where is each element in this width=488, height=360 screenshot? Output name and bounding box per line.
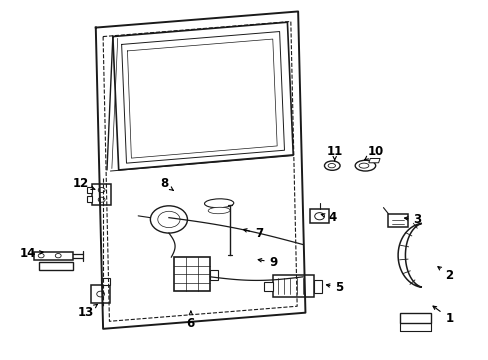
Ellipse shape bbox=[327, 163, 335, 168]
Polygon shape bbox=[368, 158, 379, 163]
Ellipse shape bbox=[324, 161, 339, 170]
Polygon shape bbox=[397, 224, 421, 287]
Ellipse shape bbox=[358, 163, 368, 168]
Text: 3: 3 bbox=[404, 213, 421, 226]
Text: 7: 7 bbox=[243, 227, 263, 240]
Polygon shape bbox=[34, 252, 73, 260]
Polygon shape bbox=[39, 262, 73, 270]
Text: 13: 13 bbox=[78, 304, 97, 319]
Polygon shape bbox=[92, 184, 111, 205]
Text: 10: 10 bbox=[364, 145, 384, 159]
Text: 4: 4 bbox=[321, 211, 336, 224]
Polygon shape bbox=[101, 278, 110, 285]
Text: 1: 1 bbox=[432, 306, 452, 325]
Polygon shape bbox=[314, 280, 321, 293]
Polygon shape bbox=[87, 187, 92, 193]
Ellipse shape bbox=[204, 199, 233, 208]
Polygon shape bbox=[310, 210, 328, 223]
Polygon shape bbox=[173, 257, 210, 291]
Text: 11: 11 bbox=[326, 145, 342, 161]
Text: 12: 12 bbox=[73, 177, 95, 190]
Text: 14: 14 bbox=[20, 247, 43, 260]
Ellipse shape bbox=[354, 160, 375, 171]
Text: 6: 6 bbox=[186, 311, 195, 330]
Polygon shape bbox=[387, 214, 407, 227]
Text: 9: 9 bbox=[258, 256, 277, 269]
Polygon shape bbox=[210, 270, 217, 280]
Polygon shape bbox=[272, 275, 314, 297]
Polygon shape bbox=[399, 313, 430, 323]
Polygon shape bbox=[87, 196, 92, 202]
Text: 5: 5 bbox=[326, 281, 343, 294]
Text: 8: 8 bbox=[160, 177, 173, 190]
Ellipse shape bbox=[208, 207, 230, 214]
Polygon shape bbox=[264, 282, 272, 291]
Polygon shape bbox=[91, 285, 110, 303]
Text: 2: 2 bbox=[437, 267, 452, 282]
